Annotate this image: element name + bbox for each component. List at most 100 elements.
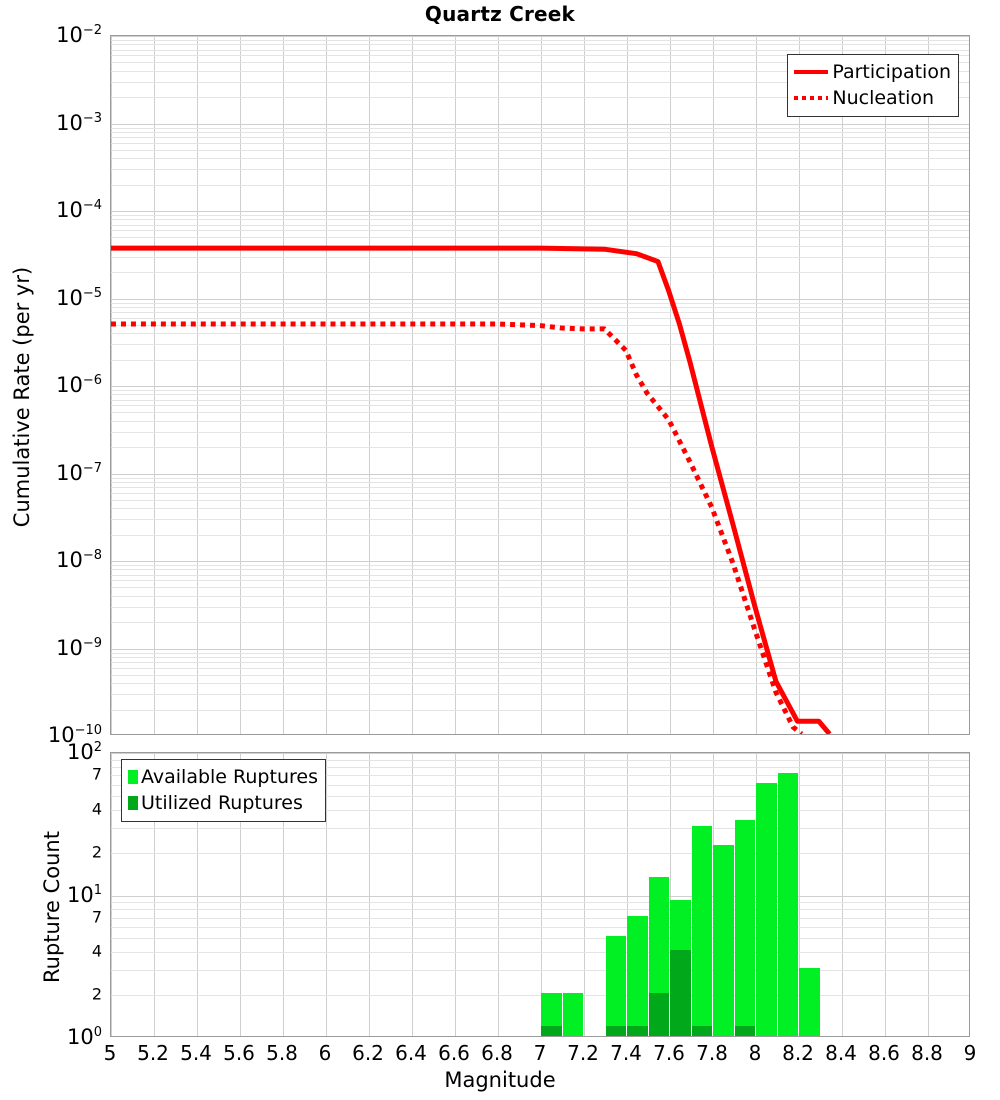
gridline-horizontal bbox=[111, 169, 969, 171]
gridline-vertical bbox=[111, 753, 112, 1036]
gridline-horizontal bbox=[111, 412, 969, 414]
gridline-horizontal bbox=[111, 766, 969, 768]
gridline-horizontal bbox=[111, 298, 969, 300]
top-y-tick-label: 10−4 bbox=[56, 198, 102, 222]
gridline-horizontal bbox=[111, 123, 969, 125]
gridline-vertical bbox=[326, 753, 327, 1036]
x-tick-label: 8.8 bbox=[911, 1041, 943, 1065]
gridline-horizontal bbox=[111, 149, 969, 151]
gridline-vertical bbox=[584, 753, 585, 1036]
legend-item-participation[interactable]: Participation bbox=[794, 59, 951, 85]
histogram-bar[interactable] bbox=[734, 819, 755, 1036]
x-tick-label: 8 bbox=[748, 1041, 762, 1065]
gridline-horizontal bbox=[111, 674, 969, 676]
histogram-bar[interactable] bbox=[713, 844, 734, 1036]
gridline-horizontal bbox=[111, 809, 969, 811]
histogram-bar[interactable] bbox=[562, 993, 583, 1036]
histogram-bar-utilized bbox=[605, 1026, 626, 1036]
histogram-bar[interactable] bbox=[670, 900, 691, 1036]
top-y-tick-label: 10−2 bbox=[56, 23, 102, 47]
top-y-tick-label: 10−6 bbox=[56, 373, 102, 397]
gridline-vertical bbox=[756, 36, 757, 734]
gridline-vertical bbox=[283, 753, 284, 1036]
rupture-count-panel: Available Ruptures Utilized Ruptures bbox=[110, 752, 970, 1037]
histogram-bar[interactable] bbox=[541, 993, 562, 1036]
legend-item-utilized-ruptures[interactable]: Utilized Ruptures bbox=[128, 790, 318, 816]
histogram-bar[interactable] bbox=[627, 915, 648, 1036]
gridline-horizontal bbox=[111, 55, 969, 57]
x-tick-label: 9 bbox=[963, 1041, 977, 1065]
histogram-bar[interactable] bbox=[756, 782, 777, 1036]
gridline-horizontal bbox=[111, 519, 969, 521]
gridline-horizontal bbox=[111, 952, 969, 954]
bottom-legend: Available Ruptures Utilized Ruptures bbox=[121, 759, 326, 822]
gridline-horizontal bbox=[111, 481, 969, 483]
gridline-horizontal bbox=[111, 852, 969, 854]
available-ruptures-swatch-icon bbox=[128, 770, 138, 784]
gridline-horizontal bbox=[111, 622, 969, 624]
gridline-horizontal bbox=[111, 652, 969, 654]
bottom-y-minor-tick-label: 7 bbox=[91, 764, 102, 784]
legend-item-nucleation[interactable]: Nucleation bbox=[794, 85, 951, 111]
gridline-horizontal bbox=[111, 492, 969, 494]
gridline-vertical bbox=[799, 753, 800, 1036]
bottom-y-minor-tick-label: 4 bbox=[91, 799, 102, 819]
mfd-curves bbox=[111, 245, 832, 734]
gridline-horizontal bbox=[111, 81, 969, 83]
legend-label: Utilized Ruptures bbox=[141, 791, 303, 814]
legend-label: Nucleation bbox=[832, 86, 935, 109]
gridline-vertical bbox=[412, 36, 413, 734]
gridline-horizontal bbox=[111, 753, 969, 754]
gridline-horizontal bbox=[111, 775, 969, 777]
top-y-tick-label: 10−10 bbox=[47, 723, 102, 747]
gridline-horizontal bbox=[111, 386, 969, 387]
gridline-horizontal bbox=[111, 97, 969, 99]
gridline-horizontal bbox=[111, 390, 969, 391]
bottom-y-minor-tick-label: 2 bbox=[91, 842, 102, 862]
x-axis-title: Magnitude bbox=[444, 1068, 556, 1092]
bottom-y-tick-label: 102 bbox=[66, 740, 102, 764]
histogram-bar-utilized bbox=[541, 1026, 562, 1036]
gridline-horizontal bbox=[111, 256, 969, 258]
gridline-horizontal bbox=[111, 44, 969, 46]
gridline-horizontal bbox=[111, 574, 969, 576]
gridline-horizontal bbox=[111, 662, 969, 664]
gridline-horizontal bbox=[111, 473, 969, 475]
gridline-vertical bbox=[584, 36, 585, 734]
participation-curve bbox=[111, 245, 832, 734]
gridline-horizontal bbox=[111, 587, 969, 589]
gridline-horizontal bbox=[111, 895, 969, 897]
histogram-bar[interactable] bbox=[605, 936, 626, 1036]
legend-label: Participation bbox=[832, 60, 951, 83]
histogram-bar[interactable] bbox=[691, 825, 712, 1036]
gridline-horizontal bbox=[111, 184, 969, 186]
top-legend: Participation Nucleation bbox=[787, 54, 959, 117]
bottom-y-tick-label: 101 bbox=[66, 882, 102, 907]
x-tick-label: 6.6 bbox=[438, 1041, 470, 1065]
gridline-horizontal bbox=[111, 667, 969, 669]
histogram-bar[interactable] bbox=[799, 968, 820, 1036]
legend-item-available-ruptures[interactable]: Available Ruptures bbox=[128, 764, 318, 790]
histogram-bar[interactable] bbox=[648, 877, 669, 1036]
gridline-vertical bbox=[541, 36, 542, 734]
x-tick-label: 6.8 bbox=[481, 1041, 513, 1065]
gridline-horizontal bbox=[111, 648, 969, 650]
gridline-horizontal bbox=[111, 656, 969, 658]
gridline-horizontal bbox=[111, 70, 969, 72]
gridline-vertical bbox=[498, 753, 499, 1036]
gridline-vertical bbox=[842, 753, 843, 1036]
gridline-vertical bbox=[885, 753, 886, 1036]
gridline-horizontal bbox=[111, 62, 969, 64]
gridline-horizontal bbox=[111, 127, 969, 129]
x-tick-label: 5.8 bbox=[266, 1041, 298, 1065]
gridline-vertical bbox=[197, 753, 198, 1036]
x-tick-label: 7.4 bbox=[610, 1041, 642, 1065]
legend-label: Available Ruptures bbox=[141, 765, 318, 788]
gridline-horizontal bbox=[111, 312, 969, 314]
gridline-horizontal bbox=[111, 827, 969, 829]
x-tick-label: 6.4 bbox=[395, 1041, 427, 1065]
gridline-horizontal bbox=[111, 224, 969, 226]
gridline-vertical bbox=[197, 36, 198, 734]
top-y-tick-label: 10−3 bbox=[56, 110, 102, 135]
histogram-bar[interactable] bbox=[777, 773, 798, 1036]
